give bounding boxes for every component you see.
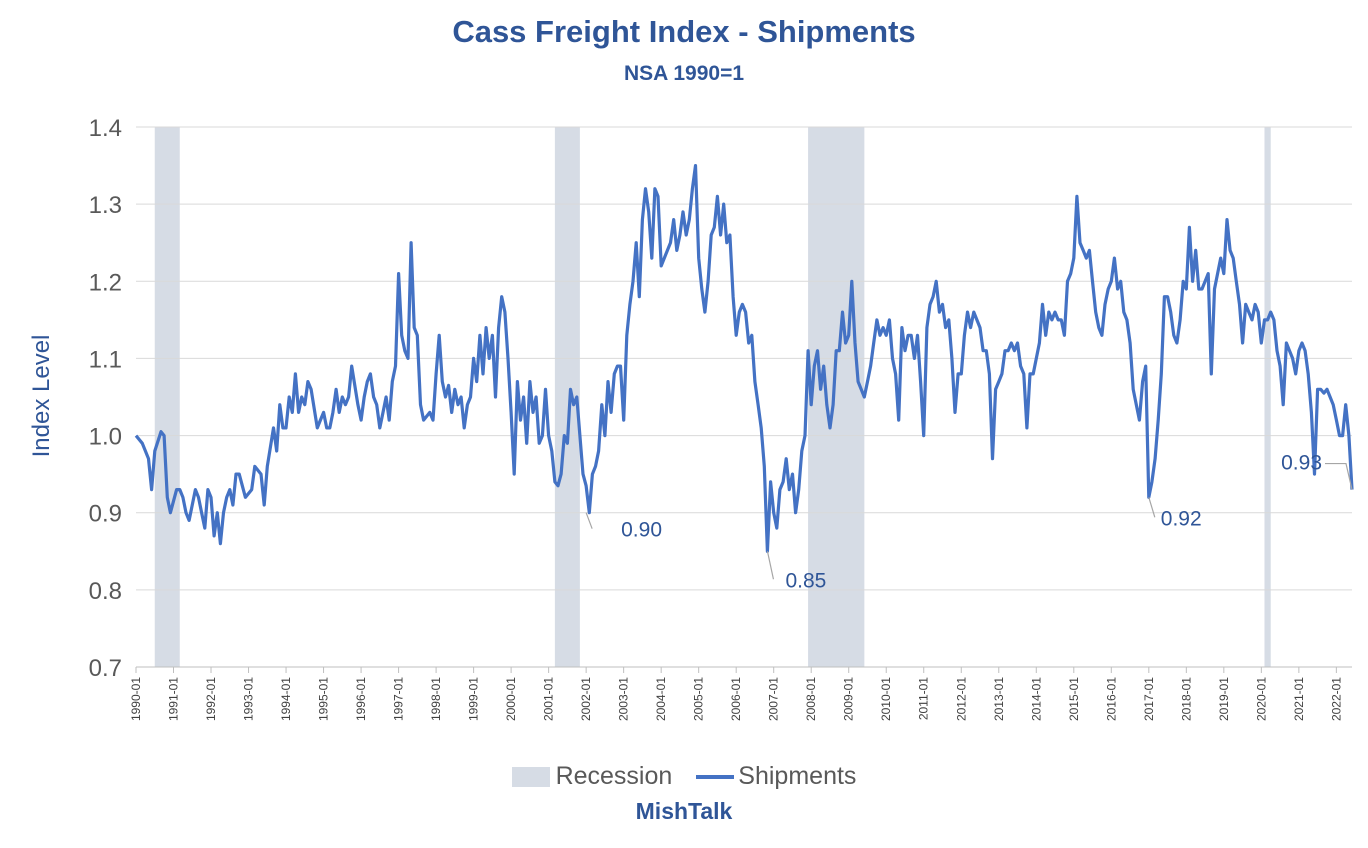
legend-label-shipments: Shipments — [738, 762, 857, 790]
x-tick-label: 2018-01 — [1179, 677, 1193, 721]
series-line-shipments — [134, 164, 1354, 553]
legend-swatch-recession — [511, 766, 550, 787]
chart-subtitle: NSA 1990=1 — [623, 62, 745, 85]
x-axis-ticks: 1990-01 1991-01 1992-01 1993-01 1994-01 1995-… — [129, 667, 1368, 721]
y-tick-label: 1.3 — [89, 192, 122, 219]
x-tick-label: 1990-01 — [129, 677, 143, 721]
annotation-leader — [1325, 462, 1353, 490]
legend: Recession Shipments — [0, 762, 1368, 791]
y-tick-label: 0.7 — [89, 655, 122, 682]
x-tick-label: 2014-01 — [1029, 677, 1043, 721]
recession-band-2 — [808, 127, 865, 667]
x-tick-label: 2020-01 — [1254, 677, 1268, 721]
x-tick-label: 2001-01 — [542, 677, 556, 721]
y-tick-label: 0.8 — [89, 578, 122, 605]
annotation-label: 0.93 — [1281, 452, 1322, 475]
x-tick-label: 2015-01 — [1067, 677, 1081, 721]
x-tick-label: 2009-01 — [842, 677, 856, 721]
annotation-leader — [585, 512, 593, 529]
x-tick-label: 2002-01 — [579, 677, 593, 721]
x-tick-label: 2011-01 — [917, 677, 931, 720]
annotation-leader — [766, 551, 775, 580]
x-tick-label: 2019-01 — [1217, 677, 1231, 721]
y-tick-label: 1.1 — [89, 346, 122, 373]
legend-label-recession: Recession — [555, 762, 673, 790]
x-tick-label: 2006-01 — [729, 677, 743, 721]
x-tick-label: 2004-01 — [654, 677, 668, 721]
recession-band-3 — [1264, 127, 1271, 667]
annotation-label: 0.92 — [1161, 507, 1202, 530]
x-tick-label: 1998-01 — [429, 677, 443, 721]
x-tick-label: 2007-01 — [767, 677, 781, 721]
x-tick-label: 1991-01 — [167, 677, 181, 721]
x-tick-label: 2023-01 — [1367, 677, 1368, 721]
annotation-label: 0.85 — [785, 569, 826, 592]
brand-mishtalk: MishTalk — [635, 798, 733, 824]
x-tick-label: 2003-01 — [617, 677, 631, 721]
y-axis-ticks: 0.7 0.8 0.9 1.0 1.1 1.2 1.3 1.4 — [89, 115, 122, 682]
y-tick-label: 0.9 — [89, 501, 122, 528]
chart-plot: 0.70.80.91.01.11.21.31.4 1990-01 1991-01 1… — [89, 115, 1368, 721]
x-tick-label: 1993-01 — [242, 677, 256, 721]
annotations: 0.90 0.85 0.92 0.93 — [585, 452, 1353, 592]
recession-band-0 — [154, 127, 180, 667]
x-tick-label: 1999-01 — [467, 677, 481, 721]
x-tick-label: 2010-01 — [879, 677, 893, 721]
y-tick-label: 1.0 — [89, 424, 122, 451]
x-tick-label: 2016-01 — [1104, 677, 1118, 721]
x-tick-label: 2013-01 — [992, 677, 1006, 721]
gridlines — [136, 126, 1352, 668]
x-tick-label: 1995-01 — [317, 677, 331, 721]
x-tick-label: 2021-01 — [1292, 677, 1306, 721]
series-shipments — [134, 164, 1354, 553]
x-tick-label: 2008-01 — [804, 677, 818, 721]
x-tick-label: 2017-01 — [1142, 677, 1156, 721]
y-tick-label: 1.2 — [89, 269, 122, 296]
x-tick-label: 1992-01 — [204, 677, 218, 721]
x-tick-label: 1994-01 — [279, 677, 293, 721]
legend-item-shipments: Shipments — [696, 762, 856, 791]
chart-title: Cass Freight Index - Shipments — [452, 14, 916, 49]
y-tick-label: 1.4 — [89, 115, 122, 142]
recession-bands — [154, 127, 1271, 667]
x-tick-label: 1997-01 — [392, 677, 406, 721]
legend-item-recession: Recession — [511, 762, 673, 791]
x-tick-label: 2005-01 — [692, 677, 706, 721]
x-tick-label: 2012-01 — [954, 677, 968, 721]
annotation-label: 0.90 — [621, 519, 662, 542]
x-tick-label: 2022-01 — [1329, 677, 1343, 721]
legend-swatch-shipments — [696, 774, 735, 779]
annotation-leader — [1148, 497, 1156, 518]
x-tick-label: 2000-01 — [504, 677, 518, 721]
x-tick-label: 1996-01 — [354, 677, 368, 721]
